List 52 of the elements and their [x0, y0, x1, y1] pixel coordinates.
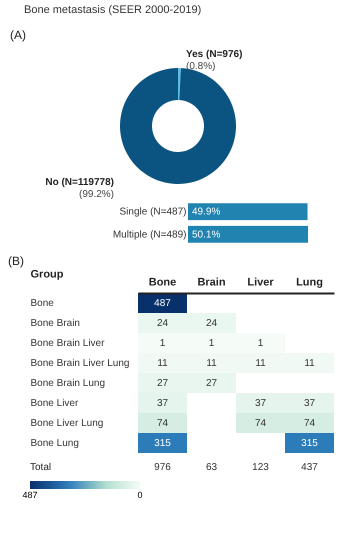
data-label: 27	[156, 378, 168, 389]
text: (A)	[10, 28, 26, 42]
y-tick-label: Bone Brain Lung	[30, 378, 106, 389]
color-bar-label: 487	[22, 490, 38, 500]
data-label: 11	[157, 358, 168, 369]
text: 123	[252, 462, 269, 473]
data-label: 74	[156, 418, 168, 429]
data-label: 50.1%	[192, 229, 220, 240]
color-bar-label: 0	[137, 490, 143, 500]
data-label: (99.2%)	[78, 188, 114, 200]
y-tick-label: Bone	[30, 298, 54, 309]
data-label: 74	[304, 418, 316, 429]
y-axis-title: Group	[30, 268, 64, 280]
x-tick-label: Brain	[197, 276, 226, 288]
slice-label: No (N=119778)	[45, 176, 114, 188]
y-tick-label: Bone Brain Liver Lung	[30, 358, 130, 369]
y-tick-label: Bone Lung	[30, 438, 79, 449]
y-tick-label: Bone Brain Liver	[30, 338, 106, 349]
slice-label: Yes (N=976)	[186, 49, 242, 60]
data-label: 74	[254, 418, 266, 429]
data-label: 1	[208, 338, 215, 349]
data-label: 49.9%	[192, 206, 220, 218]
data-label: 24	[206, 318, 218, 329]
data-label: 11	[206, 358, 218, 369]
data-label: 1	[258, 338, 264, 349]
x-tick-label: Liver	[247, 276, 274, 288]
data-label: 11	[255, 358, 266, 369]
text: 976	[154, 462, 171, 473]
y-tick-label: Bone Brain	[30, 318, 80, 329]
x-tick-label: Bone	[148, 276, 176, 288]
y-tick-label: Single (N=487)	[120, 206, 186, 218]
data-label: 37	[254, 398, 266, 409]
text: 437	[301, 462, 318, 473]
text: 63	[206, 462, 218, 473]
chart-title: Bone metastasis (SEER 2000-2019)	[24, 4, 202, 16]
donut-slice	[178, 68, 181, 100]
y-tick-label: Multiple (N=489)	[112, 229, 186, 240]
text: Total	[30, 462, 52, 473]
data-label: 487	[154, 298, 172, 309]
data-label: 37	[304, 398, 316, 409]
data-label: 27	[206, 378, 218, 389]
data-label: 315	[301, 438, 318, 449]
data-label: 315	[154, 438, 172, 449]
data-label: 37	[156, 398, 168, 409]
data-label: 11	[304, 358, 316, 369]
x-tick-label: Lung	[296, 276, 323, 288]
y-tick-label: Bone Liver	[30, 398, 79, 409]
text: (B)	[8, 254, 24, 268]
data-label: 1	[160, 338, 166, 349]
data-label: 24	[156, 318, 168, 329]
y-tick-label: Bone Liver Lung	[30, 418, 104, 429]
data-label: (0.8%)	[186, 61, 216, 72]
